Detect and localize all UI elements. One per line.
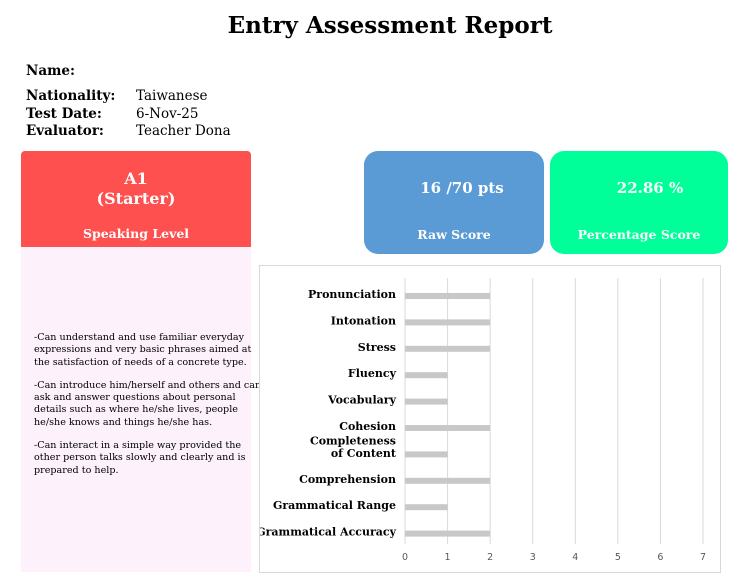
category-label: Intonation — [331, 314, 396, 327]
bar-fluency — [405, 372, 448, 379]
bar-completeness-of-content — [405, 451, 448, 458]
raw-score-value: 16 /70 pts — [420, 179, 504, 197]
category-label: Grammatical Range — [273, 499, 396, 512]
bar-vocabulary — [405, 398, 448, 405]
report-title: Entry Assessment Report — [227, 12, 553, 39]
category-label: Pronunciation — [308, 288, 396, 301]
level-code: A1 — [124, 169, 148, 188]
name-label: Name: — [26, 63, 75, 79]
raw-score-card: 16 /70 pts Raw Score — [364, 151, 544, 254]
bar-cohesion — [405, 425, 491, 431]
category-label: Vocabulary — [327, 394, 396, 407]
x-tick-label: 3 — [530, 552, 536, 563]
test-date-label: Test Date: — [26, 106, 102, 122]
raw-score-caption: Raw Score — [417, 227, 491, 242]
level-name: (Starter) — [96, 189, 176, 208]
bar-grammatical-accuracy — [405, 530, 491, 537]
evaluator-value: Teacher Dona — [136, 123, 231, 139]
category-label: Completeness of Content — [310, 434, 397, 460]
category-label: Stress — [358, 341, 396, 354]
x-tick-label: 7 — [700, 552, 706, 563]
level-caption: Speaking Level — [82, 226, 190, 241]
descriptor-list: -Can understand and use familiar everyda… — [34, 332, 266, 488]
bar-intonation — [405, 319, 491, 326]
category-label-line: Completeness — [310, 434, 396, 447]
bar-comprehension — [405, 477, 491, 484]
skills-bar-chart: Pronunciation Intonation Stress Fluency Voca… — [259, 265, 721, 573]
nationality-label: Nationality: — [26, 88, 116, 104]
evaluator-label: Evaluator: — [26, 123, 104, 139]
descriptor-item: -Can interact in a simple way provided t… — [34, 440, 246, 476]
x-tick-label: 0 — [402, 552, 408, 563]
bar-stress — [405, 345, 491, 352]
bar-grammatical-range — [405, 504, 448, 511]
percentage-value: 22.86 % — [616, 179, 684, 197]
speaking-level-card: A1 (Starter) Speaking Level — [21, 151, 251, 247]
bar-pronunciation — [405, 293, 491, 299]
percentage-caption: Percentage Score — [577, 227, 701, 242]
category-label: Fluency — [348, 367, 397, 380]
test-date-value: 6-Nov-25 — [136, 106, 199, 122]
descriptor-item: -Can understand and use familiar everyda… — [34, 332, 252, 368]
nationality-value: Taiwanese — [136, 88, 208, 104]
category-label: Comprehension — [299, 473, 396, 486]
x-tick-label: 4 — [572, 552, 578, 563]
category-label: Cohesion — [339, 420, 396, 433]
x-tick-label: 6 — [657, 552, 663, 563]
x-tick-label: 1 — [445, 552, 451, 563]
descriptor-item: -Can introduce him/herself and others an… — [34, 379, 262, 428]
percentage-score-card: 22.86 % Percentage Score — [550, 151, 728, 254]
category-label-line: of Content — [331, 447, 397, 460]
skills-chart-svg: Pronunciation Intonation Stress Fluency Voca… — [260, 278, 706, 563]
level-description-panel: -Can understand and use familiar everyda… — [21, 247, 261, 572]
category-label: Grammatical Accuracy — [260, 526, 397, 539]
x-tick-label: 2 — [487, 552, 493, 563]
x-tick-label: 5 — [615, 552, 621, 563]
level-text: A1 (Starter) — [21, 169, 251, 209]
